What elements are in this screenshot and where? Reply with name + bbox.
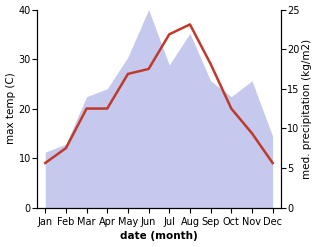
Y-axis label: max temp (C): max temp (C) <box>5 73 16 144</box>
X-axis label: date (month): date (month) <box>120 231 198 242</box>
Y-axis label: med. precipitation (kg/m2): med. precipitation (kg/m2) <box>302 39 313 179</box>
